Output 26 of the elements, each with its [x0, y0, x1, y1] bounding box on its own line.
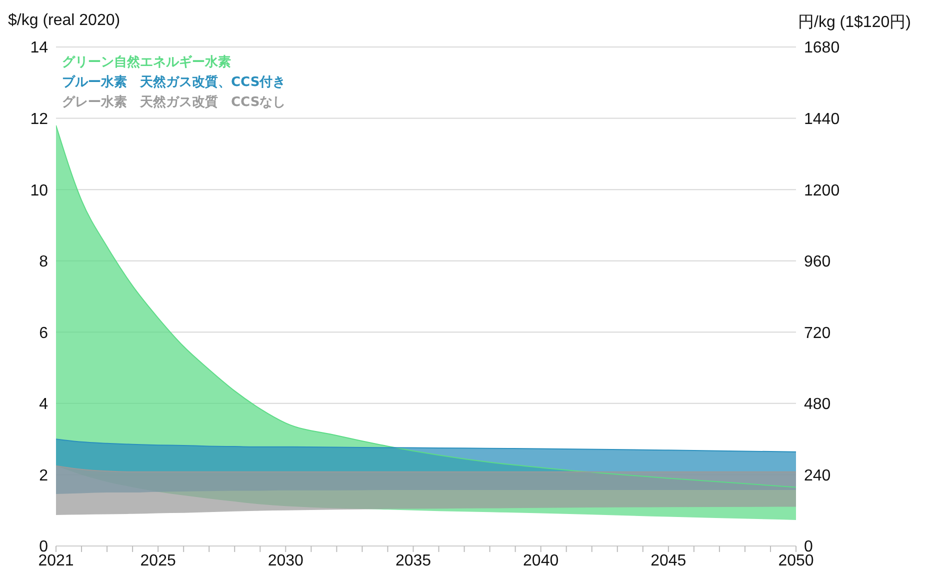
y-tick-label: 2 [39, 467, 48, 484]
x-tick-label: 2025 [140, 552, 176, 570]
y-tick-label: 10 [30, 182, 48, 200]
y-tick-label: 6 [39, 324, 48, 342]
y2-axis-title: 円/kg (1$120円) [798, 13, 911, 33]
y2-tick-label: 1200 [804, 182, 840, 200]
x-tick-label: 2050 [778, 552, 814, 570]
x-tick-label: 2030 [268, 552, 304, 570]
x-tick-label: 2035 [395, 552, 432, 570]
y2-tick-label: 960 [804, 254, 831, 271]
x-tick-label: 2045 [650, 552, 686, 570]
y-axis-title: $/kg (real 2020) [8, 12, 120, 30]
y-tick-label: 12 [30, 110, 48, 128]
text: グレー水素 天然ガス改質 CCSなし [62, 94, 286, 112]
y2-tick-label: 1680 [804, 40, 840, 57]
text: ブルー水素 天然ガス改質、CCS付き [62, 74, 286, 92]
y2-tick-label: 480 [804, 396, 831, 414]
y-tick-label: 4 [39, 396, 48, 414]
y-tick-label: 8 [39, 254, 48, 271]
y2-tick-label: 240 [804, 467, 831, 484]
x-tick-label: 2040 [523, 552, 559, 570]
y-tick-label: 14 [30, 40, 48, 57]
x-tick-label: 2021 [38, 552, 74, 570]
y2-tick-label: 1440 [804, 110, 840, 128]
text: グリーン自然エネルギー水素 [62, 54, 232, 72]
y2-tick-label: 720 [804, 324, 831, 342]
